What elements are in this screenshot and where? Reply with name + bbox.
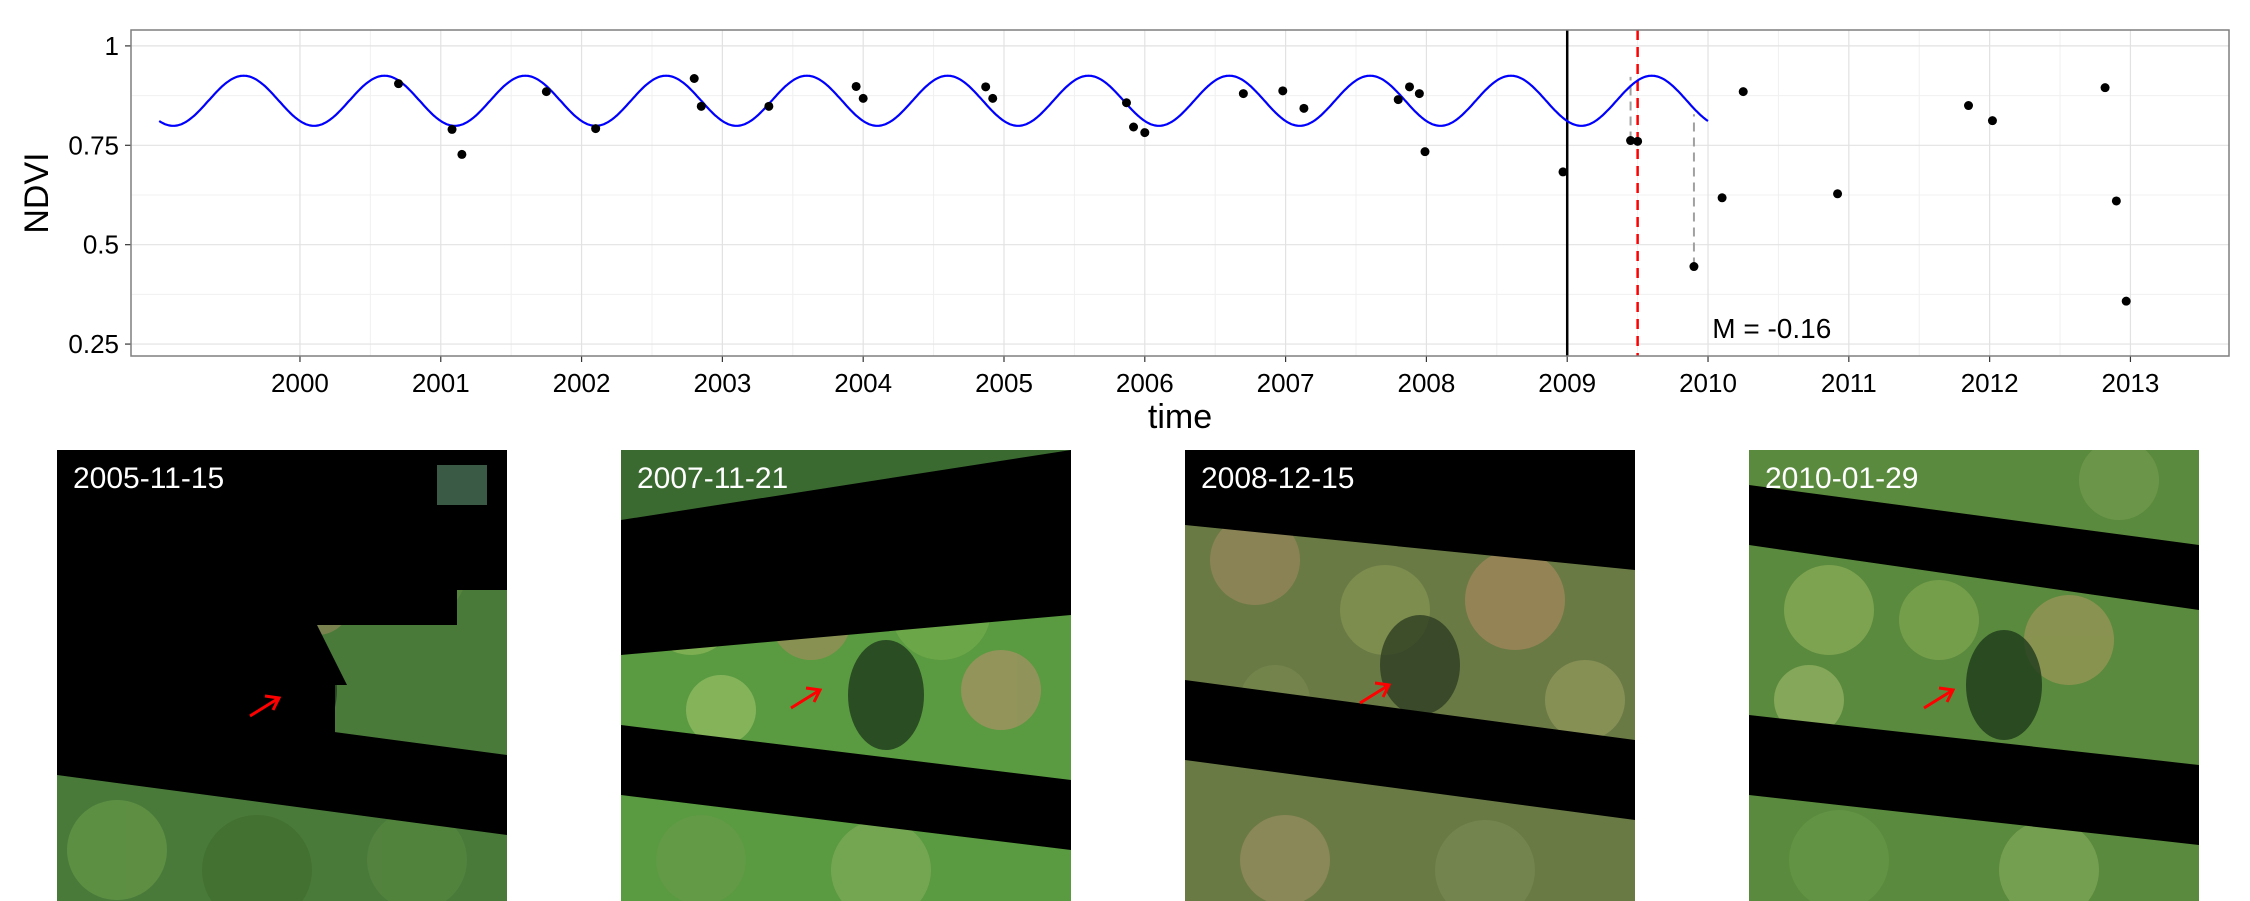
data-point — [1121, 98, 1131, 108]
data-point — [1626, 136, 1636, 146]
fitted-harmonic-line — [158, 74, 1709, 127]
magnitude-annotation: M = -0.16 — [1712, 313, 1831, 344]
data-point — [1964, 101, 1974, 111]
x-tick-label: 2005 — [975, 368, 1033, 398]
data-point — [764, 101, 774, 111]
y-tick-label: 0.75 — [68, 130, 119, 160]
data-point — [394, 79, 404, 89]
x-tick-label: 2012 — [1961, 368, 2019, 398]
panel-date: 2010-01-29 — [1765, 462, 1919, 495]
data-point — [1987, 116, 1997, 126]
data-point — [591, 124, 601, 134]
data-point — [1738, 87, 1748, 97]
image-panel-1: 2005-11-15 — [57, 450, 507, 901]
panel-date: 2005-11-15 — [73, 462, 225, 495]
x-tick-label: 2006 — [1116, 368, 1174, 398]
ndvi-chart: 2000 2001 2002 2003 2004 2005 2006 2007 2008 2009… — [18, 29, 2230, 436]
data-point — [1405, 82, 1415, 92]
landsat-image-1 — [57, 450, 507, 901]
data-point — [1238, 89, 1248, 99]
data-point — [1558, 167, 1568, 177]
image-panel-3: 2008-12-15 — [1185, 450, 1635, 901]
x-tick-label: 2013 — [2102, 368, 2160, 398]
data-point — [858, 93, 868, 103]
data-point — [1129, 122, 1139, 132]
data-point — [1633, 136, 1643, 146]
data-point — [1420, 147, 1430, 157]
data-point — [457, 149, 467, 159]
y-tick-label: 0.25 — [68, 329, 119, 359]
image-panel-2: 2007-11-21 — [621, 450, 1071, 901]
data-point — [447, 124, 457, 134]
data-point — [1299, 103, 1309, 113]
x-tick-label: 2009 — [1538, 368, 1596, 398]
x-tick-label: 2000 — [271, 368, 329, 398]
data-point — [2111, 196, 2121, 206]
panel-date: 2007-11-21 — [637, 462, 789, 495]
image-panel-4: 2010-01-29 — [1749, 450, 2199, 901]
landsat-image-4 — [1749, 450, 2199, 901]
data-point — [1140, 128, 1150, 138]
data-point — [1689, 262, 1699, 272]
plot-border — [130, 29, 2230, 357]
data-point — [1833, 189, 1843, 199]
data-point — [988, 93, 998, 103]
x-tick-label: 2003 — [693, 368, 751, 398]
landsat-image-2 — [621, 450, 1071, 901]
data-point — [696, 101, 706, 111]
data-point — [2100, 83, 2110, 93]
x-tick-label: 2001 — [412, 368, 470, 398]
data-point — [981, 82, 991, 92]
plot-background — [131, 30, 2229, 356]
data-point — [851, 81, 861, 91]
landsat-image-3 — [1185, 450, 1635, 901]
x-axis-title: time — [1148, 398, 1212, 436]
data-point — [689, 74, 699, 84]
x-tick-label: 2004 — [834, 368, 892, 398]
data-point — [2121, 296, 2131, 306]
x-tick-label: 2002 — [553, 368, 611, 398]
y-tick-label: 0.5 — [83, 230, 119, 260]
data-point — [1414, 89, 1424, 99]
panel-date: 2008-12-15 — [1201, 462, 1355, 495]
data-point — [541, 87, 551, 97]
x-tick-label: 2011 — [1821, 368, 1877, 398]
x-tick-label: 2008 — [1397, 368, 1455, 398]
data-point — [1717, 193, 1727, 203]
data-point — [1278, 86, 1288, 96]
data-point — [1393, 95, 1403, 105]
y-tick-label: 1 — [105, 31, 119, 61]
x-tick-label: 2007 — [1257, 368, 1315, 398]
x-tick-label: 2010 — [1679, 368, 1737, 398]
y-axis-title: NDVI — [18, 152, 56, 233]
